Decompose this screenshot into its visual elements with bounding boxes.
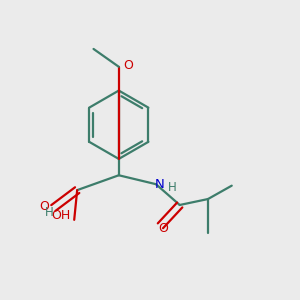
Text: OH: OH bbox=[51, 209, 70, 222]
Text: N: N bbox=[154, 178, 164, 191]
Text: O: O bbox=[123, 59, 133, 72]
Text: O: O bbox=[158, 222, 168, 235]
Text: O: O bbox=[40, 200, 50, 213]
Text: H: H bbox=[168, 181, 177, 194]
Text: H: H bbox=[45, 206, 53, 219]
